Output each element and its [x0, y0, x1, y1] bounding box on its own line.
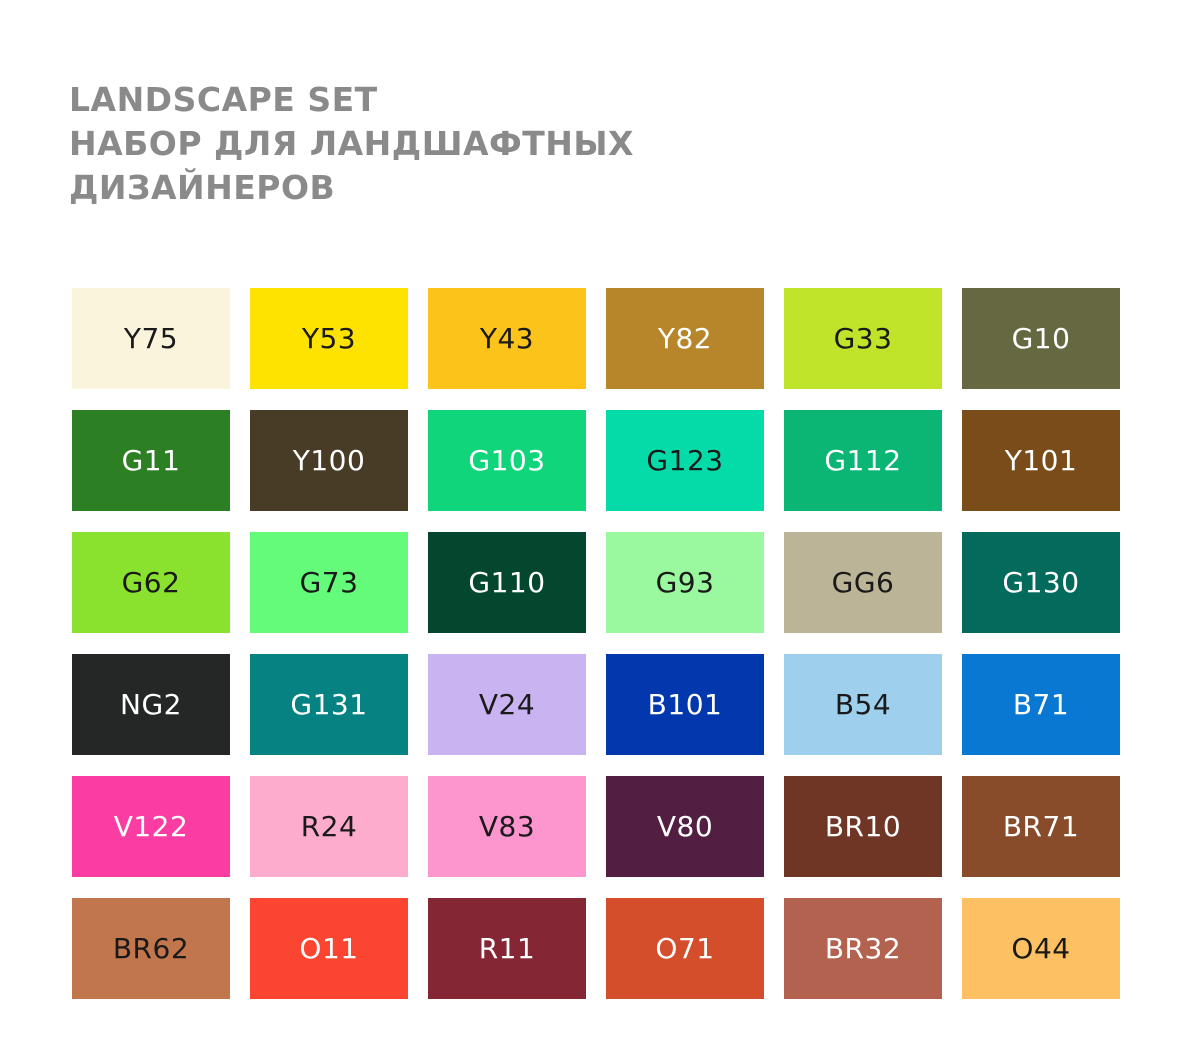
color-swatch: R24: [250, 776, 408, 877]
color-swatch: G112: [784, 410, 942, 511]
color-swatch: V122: [72, 776, 230, 877]
color-swatch: G130: [962, 532, 1120, 633]
color-swatch: BR62: [72, 898, 230, 999]
color-swatch: G93: [606, 532, 764, 633]
color-swatch: G110: [428, 532, 586, 633]
color-swatch: G33: [784, 288, 942, 389]
color-swatch: G11: [72, 410, 230, 511]
color-swatch: G131: [250, 654, 408, 755]
color-swatch: B54: [784, 654, 942, 755]
color-swatch: G62: [72, 532, 230, 633]
title-line-3: ДИЗАЙНЕРОВ: [69, 168, 336, 207]
title-line-1: LANDSCAPE SET: [69, 80, 378, 119]
color-swatch: Y82: [606, 288, 764, 389]
color-swatch: R11: [428, 898, 586, 999]
color-swatch: G10: [962, 288, 1120, 389]
color-swatch: Y100: [250, 410, 408, 511]
color-swatch: BR32: [784, 898, 942, 999]
color-swatch: BR71: [962, 776, 1120, 877]
color-swatch: O11: [250, 898, 408, 999]
color-swatch: G103: [428, 410, 586, 511]
color-swatch: GG6: [784, 532, 942, 633]
color-swatch: B101: [606, 654, 764, 755]
page-title: LANDSCAPE SET НАБОР ДЛЯ ЛАНДШАФТНЫХ ДИЗА…: [69, 78, 634, 210]
color-swatch: G123: [606, 410, 764, 511]
color-swatch: O44: [962, 898, 1120, 999]
color-swatch: Y43: [428, 288, 586, 389]
color-swatch-grid: Y75 Y53 Y43 Y82 G33 G10 G11 Y100 G103 G1…: [72, 288, 1120, 999]
color-swatch: Y101: [962, 410, 1120, 511]
color-swatch: V83: [428, 776, 586, 877]
color-swatch: G73: [250, 532, 408, 633]
color-swatch: V24: [428, 654, 586, 755]
color-swatch: Y75: [72, 288, 230, 389]
color-swatch: O71: [606, 898, 764, 999]
color-swatch: BR10: [784, 776, 942, 877]
title-line-2: НАБОР ДЛЯ ЛАНДШАФТНЫХ: [69, 124, 634, 163]
color-swatch: B71: [962, 654, 1120, 755]
color-swatch: Y53: [250, 288, 408, 389]
color-swatch: NG2: [72, 654, 230, 755]
color-swatch: V80: [606, 776, 764, 877]
